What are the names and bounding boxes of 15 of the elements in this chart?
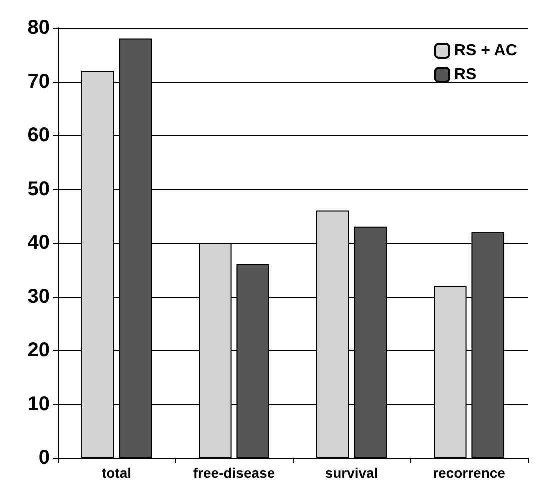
legend-label: RS <box>454 66 477 84</box>
y-tick-label: 10 <box>28 393 50 416</box>
y-tick-label: 50 <box>28 178 50 200</box>
x-tick-label: free-disease <box>193 465 276 481</box>
y-tick-label: 30 <box>28 286 50 308</box>
x-tick-label: recorrence <box>433 465 506 481</box>
x-tick-label: survival <box>325 465 378 481</box>
y-tick-label: 20 <box>28 340 50 362</box>
x-tick-label: total <box>102 465 132 481</box>
y-tick-label: 80 <box>28 17 50 39</box>
y-tick-label: 40 <box>28 232 50 254</box>
y-tick-label: 60 <box>28 124 50 146</box>
y-tick-label: 70 <box>28 70 50 93</box>
y-tick-label: 0 <box>38 447 50 469</box>
legend-label: RS + AC <box>454 42 518 60</box>
